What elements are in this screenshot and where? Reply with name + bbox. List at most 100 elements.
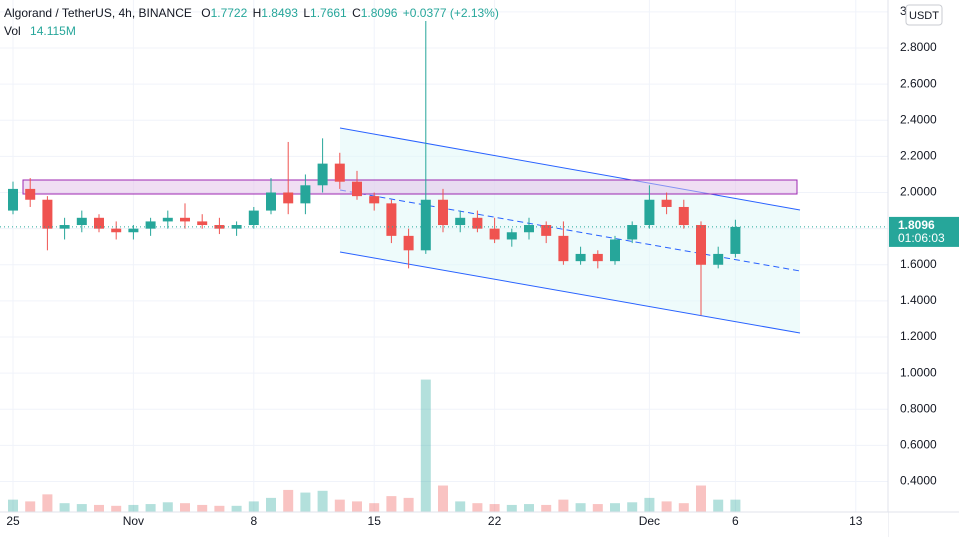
price-axis [888,0,959,537]
candle-body [644,199,655,226]
volume-bar [352,501,362,512]
countdown: 01:06:03 [898,231,945,245]
currency: USDT [909,10,939,22]
y-tick-label: 0.4000 [900,474,937,488]
candle-body [128,228,139,233]
x-tick-label: 22 [488,514,502,528]
volume-bar [180,503,190,512]
legend-line: Algorand / TetherUS, 4h, BINANCE O1.7722… [4,6,499,20]
volume-bar [644,497,655,512]
volume-bar [197,504,208,512]
candle-body [111,228,122,233]
channel-mid [339,189,801,272]
candle-body [317,163,328,186]
candle-body [162,217,173,222]
volume-bar [162,502,173,512]
channel-lower [339,251,801,334]
volume-bar [661,501,672,512]
candles [8,20,741,316]
volume-bar [541,504,552,512]
currency-box [905,4,943,26]
ohlc-label: C [352,6,361,20]
candle-body [145,221,156,229]
ohlc-label: L [303,6,310,20]
candle-body [472,217,483,229]
ohlc-label: H [253,6,262,20]
volume-bar [506,504,517,512]
candle-body [627,225,638,240]
candle-body [438,199,448,226]
volume-bar [627,502,638,512]
candle-body [455,217,466,226]
volume-bar [489,504,500,512]
candle-body [25,188,36,200]
volume-bar [248,501,259,512]
candle-body [42,199,53,229]
volume-label: Vol [4,24,21,38]
last-price-box [889,216,959,247]
candle-body [266,192,276,211]
y-tick-label: 1.2000 [900,329,937,343]
volume-bar [420,379,431,512]
y-tick-label: 1.0000 [900,365,937,379]
volume-bars [8,379,741,512]
y-tick-label: 0.6000 [900,438,937,452]
volume-bar [472,503,483,512]
candle-body [214,225,225,229]
last-price-label: 1.8096 [898,218,935,232]
volume-bar [455,501,466,512]
volume-bar [334,499,345,512]
volume-bar [558,499,569,512]
volume-bar [592,504,603,512]
y-tick-label: 1.4000 [900,293,937,307]
candle-body [386,203,397,236]
volume-bar [128,504,139,512]
x-tick-label: Dec [639,514,660,528]
y-tick-label: 3 [900,4,907,18]
time-axis [0,512,888,537]
candle-body [506,232,517,240]
candle-body [489,228,500,240]
ohlc-value: 1.7661 [310,6,347,20]
volume-bar [438,485,448,512]
volume-value: 14.115M [30,24,76,38]
candle-body [300,185,311,204]
y-tick-label: 2.8000 [900,40,937,54]
x-tick-label: 25 [6,514,20,528]
volume-bar [59,503,70,512]
y-tick-label: 1.6000 [900,257,937,271]
x-tick-label: 8 [250,514,257,528]
candle-body [524,225,534,233]
y-tick-label: 2.2000 [900,149,937,163]
candle-body [352,181,362,197]
candle-body [283,192,294,204]
candle-body [541,225,552,236]
candle-body [403,235,414,251]
volume-bar [231,505,242,512]
candle-body [730,226,741,254]
volume-legend: Vol 14.115M [4,24,76,38]
volume-bar [300,492,311,512]
y-tick-label: 0.8000 [900,401,937,415]
volume-bar [403,497,414,512]
change: +0.0377 (+2.13%) [403,6,499,20]
volume-bar [8,499,18,512]
candle-body [197,221,208,226]
volume-bar [94,504,104,512]
candle-body [420,199,431,251]
channel-upper [339,127,801,211]
x-tick-label: 13 [849,514,863,528]
x-tick-label: Nov [123,514,144,528]
volume-bar [214,505,225,512]
candle-body [248,210,259,226]
volume-bar [524,504,534,512]
candle-body [661,199,672,207]
candle-body [369,196,380,204]
y-tick-label: 2.0000 [900,185,937,199]
candle-body [610,239,620,262]
volume-bar [25,501,36,512]
candle-body [94,217,104,229]
volume-bar [317,490,328,512]
volume-bar [76,504,87,512]
